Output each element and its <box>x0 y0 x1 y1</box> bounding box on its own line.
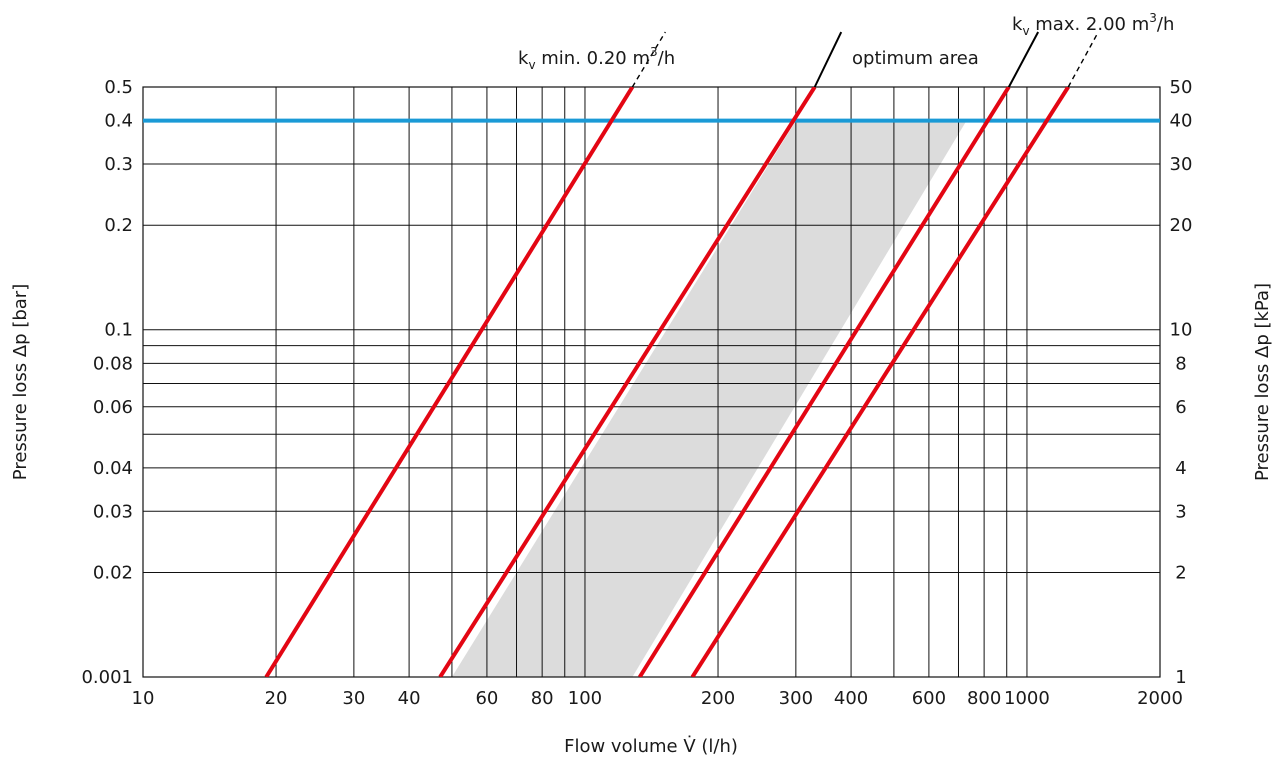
x-tick-label: 2000 <box>1137 688 1183 709</box>
x-tick-labels: 10 20 30 40 60 80 100 200 300 400 600 800 1000 2000 <box>132 688 1183 709</box>
y-left-tick-label: 0.3 <box>104 154 133 175</box>
optimum-area-layer <box>451 120 967 677</box>
optimum-area-fill <box>451 120 967 677</box>
plot-frame <box>142 86 1161 678</box>
y-axis-right-title: Pressure loss Δp [kPa] <box>1252 283 1273 481</box>
line-extension <box>813 31 843 88</box>
y-left-tick-label: 0.001 <box>81 667 133 688</box>
grid-layer <box>142 86 1161 678</box>
y-right-tick-label: 20 <box>1170 215 1193 236</box>
y-left-tick-label: 0.4 <box>104 111 133 132</box>
kv-line <box>438 87 817 677</box>
optimum-area-annotation: optimum area <box>852 48 979 69</box>
kv-max-annotation: kv max. 2.00 m3/h <box>1012 11 1174 38</box>
x-tick-label: 10 <box>132 688 155 709</box>
x-tick-label: 400 <box>834 688 868 709</box>
y-right-tick-label: 6 <box>1175 397 1186 418</box>
x-tick-label: 80 <box>531 688 554 709</box>
x-tick-label: 20 <box>265 688 288 709</box>
y-left-tick-label: 0.08 <box>93 353 133 374</box>
extension-layer <box>631 31 1099 88</box>
y-right-tick-label: 10 <box>1170 320 1193 341</box>
x-tick-label: 300 <box>779 688 813 709</box>
line-extension <box>631 31 666 88</box>
x-tick-label: 30 <box>342 688 365 709</box>
kv-line <box>638 87 1011 677</box>
y-left-tick-label: 0.1 <box>104 320 133 341</box>
x-tick-label: 600 <box>912 688 946 709</box>
y-left-tick-label: 0.5 <box>104 77 133 98</box>
kv-line <box>264 87 635 677</box>
x-tick-label: 40 <box>398 688 421 709</box>
y-right-tick-label: 50 <box>1170 77 1193 98</box>
y-left-tick-labels: 0.001 0.02 0.03 0.04 0.06 0.08 0.1 0.2 0.3 0.4 0.5 <box>81 77 133 688</box>
y-left-tick-label: 0.04 <box>93 458 133 479</box>
y-left-tick-label: 0.2 <box>104 215 133 236</box>
line-extension <box>1067 31 1099 88</box>
y-right-tick-label: 4 <box>1175 458 1186 479</box>
y-right-tick-label: 3 <box>1175 501 1186 522</box>
y-right-tick-label: 1 <box>1175 667 1186 688</box>
line-extension <box>1007 31 1040 88</box>
x-tick-label: 200 <box>701 688 735 709</box>
y-left-tick-label: 0.02 <box>93 562 133 583</box>
y-left-tick-label: 0.03 <box>93 501 133 522</box>
y-right-tick-label: 8 <box>1175 353 1186 374</box>
kv-line <box>690 87 1070 677</box>
y-right-tick-label: 2 <box>1175 562 1186 583</box>
x-tick-label: 1000 <box>1004 688 1050 709</box>
kv-lines-layer <box>264 87 1070 677</box>
kv-min-annotation: kv min. 0.20 m3/h <box>518 45 675 72</box>
x-tick-label: 60 <box>475 688 498 709</box>
y-right-tick-labels: 1 2 3 4 6 8 10 20 30 40 50 <box>1170 77 1193 688</box>
x-axis-title: Flow volume V̇ (l/h) <box>564 736 738 757</box>
y-axis-left-title: Pressure loss Δp [bar] <box>10 284 31 480</box>
x-tick-label: 800 <box>967 688 1001 709</box>
y-right-tick-label: 30 <box>1170 154 1193 175</box>
x-tick-label: 100 <box>568 688 602 709</box>
y-right-tick-label: 40 <box>1170 111 1193 132</box>
y-left-tick-label: 0.06 <box>93 397 133 418</box>
